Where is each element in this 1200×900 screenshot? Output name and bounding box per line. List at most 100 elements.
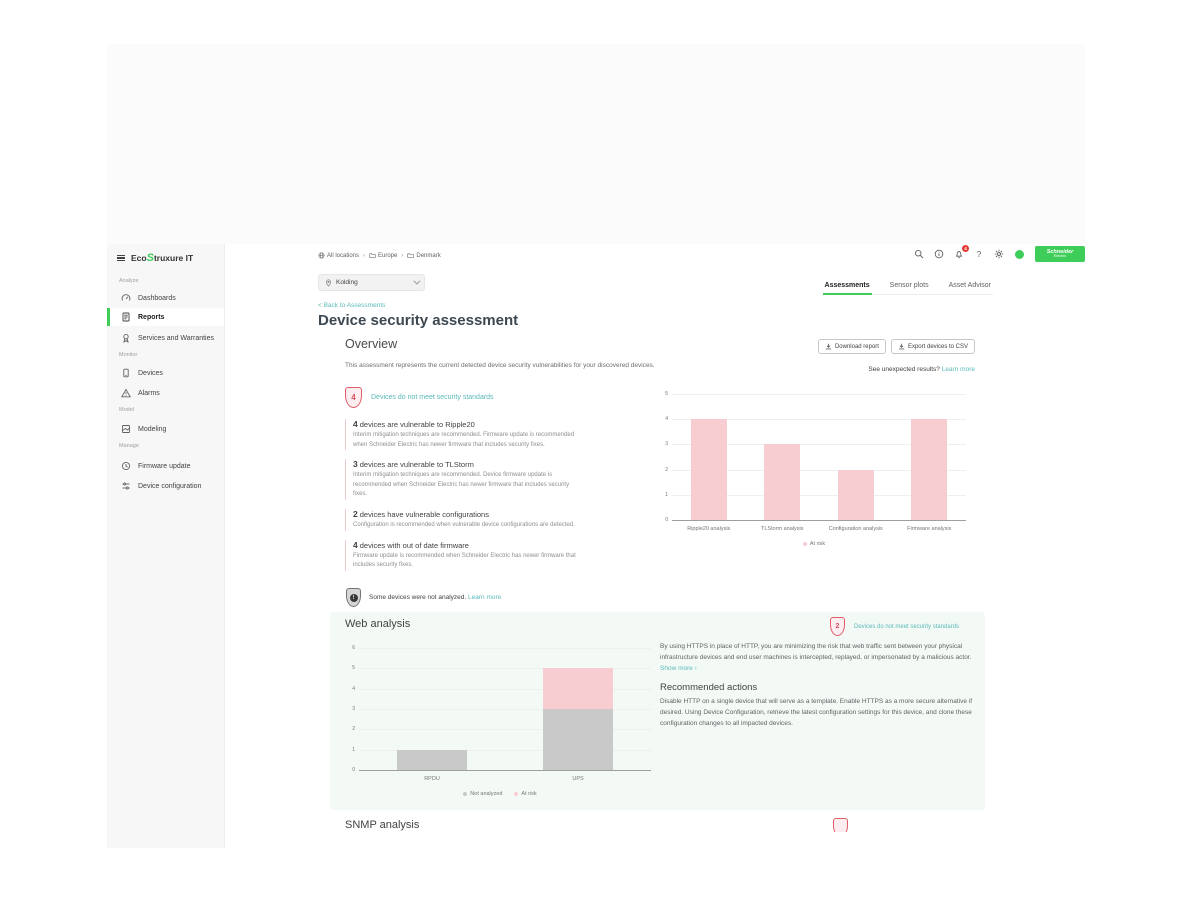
sidebar-item-alarms[interactable]: Alarms bbox=[107, 384, 224, 402]
hamburger-menu-icon[interactable] bbox=[117, 254, 125, 262]
gridline bbox=[672, 469, 966, 471]
overview-risk-chart: 0 1 2 3 4 5 Ripple20 analysis TLStorm analysis C… bbox=[658, 386, 970, 550]
security-standards-badge: 4 Devices do not meet security standards bbox=[345, 387, 494, 408]
search-icon[interactable] bbox=[913, 248, 925, 260]
breadcrumb-denmark[interactable]: Denmark bbox=[407, 252, 441, 259]
breadcrumb-separator: › bbox=[363, 252, 366, 259]
bar-segment[interactable] bbox=[543, 709, 613, 770]
sidebar-item-devices[interactable]: Devices bbox=[107, 364, 224, 382]
globe-icon bbox=[318, 252, 325, 259]
y-axis-tick: 3 bbox=[352, 706, 355, 712]
bar-segment[interactable] bbox=[911, 419, 948, 520]
y-axis-tick: 5 bbox=[352, 665, 355, 672]
security-standards-label[interactable]: Devices do not meet security standards bbox=[371, 394, 494, 401]
notifications-bell-icon[interactable]: 4 bbox=[953, 245, 969, 260]
y-axis-tick: 1 bbox=[665, 491, 668, 498]
reports-icon bbox=[122, 312, 130, 322]
bar-segment[interactable] bbox=[397, 749, 467, 770]
device-configuration-icon bbox=[122, 482, 130, 490]
recommended-actions-text: Disable HTTP on a single device that wil… bbox=[660, 698, 973, 727]
show-more-link[interactable]: Show more › bbox=[660, 665, 697, 673]
download-report-button[interactable]: Download report bbox=[817, 339, 886, 354]
y-axis-tick: 0 bbox=[665, 517, 668, 523]
y-axis-tick: 3 bbox=[665, 441, 668, 448]
web-analysis-paragraph: By using HTTPS in place of HTTP, you are… bbox=[660, 643, 972, 661]
tab-sensor-plots[interactable]: Sensor plots bbox=[889, 282, 929, 289]
sidebar-item-firmware-update[interactable]: Firmware update bbox=[107, 457, 224, 475]
gridline bbox=[359, 709, 651, 710]
breadcrumb-europe[interactable]: Europe bbox=[369, 252, 397, 259]
schneider-electric-logo[interactable]: Schneider Electric bbox=[1035, 246, 1085, 262]
download-icon bbox=[898, 343, 905, 350]
gridline bbox=[359, 688, 651, 690]
not-analyzed-learn-more-link[interactable]: Learn more bbox=[468, 594, 502, 601]
notification-count-badge: 4 bbox=[962, 245, 969, 252]
sidebar-section-analyze: Analyze bbox=[119, 278, 139, 284]
tab-asset-advisor[interactable]: Asset Advisor bbox=[948, 282, 991, 289]
gridline bbox=[672, 444, 966, 446]
breadcrumb-separator: › bbox=[401, 252, 404, 259]
gridline bbox=[672, 494, 966, 496]
findings-list: 4 devices are vulnerable to Ripple20 Inte… bbox=[345, 419, 583, 571]
x-axis-label: Ripple20 analysis bbox=[687, 526, 731, 532]
y-axis-tick: 5 bbox=[665, 391, 668, 397]
sidebar-item-device-configuration[interactable]: Device configuration bbox=[107, 477, 224, 495]
y-axis-tick: 2 bbox=[352, 726, 355, 733]
overview-heading: Overview bbox=[345, 337, 398, 351]
sidebar: EcoStruxure IT Analyze Dashboards Report… bbox=[107, 244, 225, 848]
back-to-assessments-link[interactable]: < Back to Assessments bbox=[318, 302, 386, 309]
finding-ripple20: 4 devices are vulnerable to Ripple20 Inte… bbox=[345, 419, 583, 451]
sidebar-section-monitor: Monitor bbox=[119, 352, 138, 358]
app-window: EcoStruxure IT Analyze Dashboards Report… bbox=[107, 244, 1085, 848]
unexpected-learn-more-link[interactable]: Learn more bbox=[941, 366, 975, 373]
sidebar-item-dashboards[interactable]: Dashboards bbox=[107, 289, 224, 307]
folder-icon bbox=[369, 253, 376, 258]
gridline bbox=[359, 729, 651, 731]
dashboards-icon bbox=[121, 294, 131, 301]
y-axis-tick: 6 bbox=[352, 645, 355, 651]
chart-legend: At risk bbox=[658, 541, 970, 547]
location-selector[interactable]: Kolding bbox=[318, 274, 425, 291]
export-csv-button[interactable]: Export devices to CSV bbox=[890, 339, 975, 354]
settings-gear-icon[interactable] bbox=[993, 248, 1005, 260]
y-axis-tick: 2 bbox=[665, 466, 668, 473]
bar-segment[interactable] bbox=[764, 444, 801, 520]
gridline bbox=[359, 648, 651, 649]
sidebar-item-services-warranties[interactable]: Services and Warranties bbox=[107, 329, 224, 347]
snmp-analysis-section: SNMP analysis bbox=[330, 815, 985, 832]
recommended-actions-heading: Recommended actions bbox=[660, 682, 758, 694]
not-analyzed-note: ! Some devices were not analyzed. Learn … bbox=[346, 588, 501, 607]
bar-segment[interactable] bbox=[837, 469, 874, 520]
legend-item: At risk bbox=[514, 791, 537, 797]
bar-segment[interactable] bbox=[690, 419, 727, 520]
x-axis-label: TLStorm analysis bbox=[761, 526, 804, 532]
page-title: Device security assessment bbox=[318, 312, 519, 329]
help-icon[interactable]: ? bbox=[976, 249, 982, 259]
snmp-analysis-heading: SNMP analysis bbox=[345, 819, 420, 831]
firmware-update-icon bbox=[121, 461, 131, 471]
web-analysis-badge-label[interactable]: Devices do not meet security standards bbox=[854, 623, 960, 630]
web-analysis-text: By using HTTPS in place of HTTP, you are… bbox=[660, 642, 980, 730]
chart-legend: Not analyzed At risk bbox=[345, 791, 655, 797]
web-analysis-section: Web analysis 2 Devices do not meet secur… bbox=[330, 612, 985, 810]
risk-shield-icon: 2 bbox=[830, 617, 845, 636]
web-analysis-chart: 0 1 2 3 4 5 6 RPDU UPS Not analyzed At risk bbox=[345, 640, 655, 800]
alarms-icon bbox=[121, 388, 131, 398]
sidebar-item-modeling[interactable]: Modeling bbox=[107, 420, 224, 438]
location-selector-value: Kolding bbox=[336, 279, 358, 286]
sidebar-item-reports[interactable]: Reports bbox=[107, 308, 224, 326]
services-icon bbox=[123, 333, 129, 343]
bar-segment[interactable] bbox=[543, 668, 613, 709]
legend-item: At risk bbox=[802, 541, 825, 547]
ecostruxure-logo: EcoStruxure IT bbox=[131, 252, 194, 264]
web-analysis-heading: Web analysis bbox=[345, 618, 411, 630]
breadcrumb-all-locations[interactable]: All locations bbox=[318, 252, 359, 259]
sidebar-section-model: Model bbox=[119, 407, 134, 413]
whats-new-icon[interactable] bbox=[933, 248, 945, 260]
user-avatar[interactable] bbox=[1013, 248, 1025, 260]
tab-assessments[interactable]: Assessments bbox=[822, 282, 872, 295]
chevron-down-icon bbox=[413, 277, 421, 285]
overview-actions: Download report Export devices to CSV bbox=[817, 339, 975, 354]
gridline bbox=[672, 419, 966, 421]
